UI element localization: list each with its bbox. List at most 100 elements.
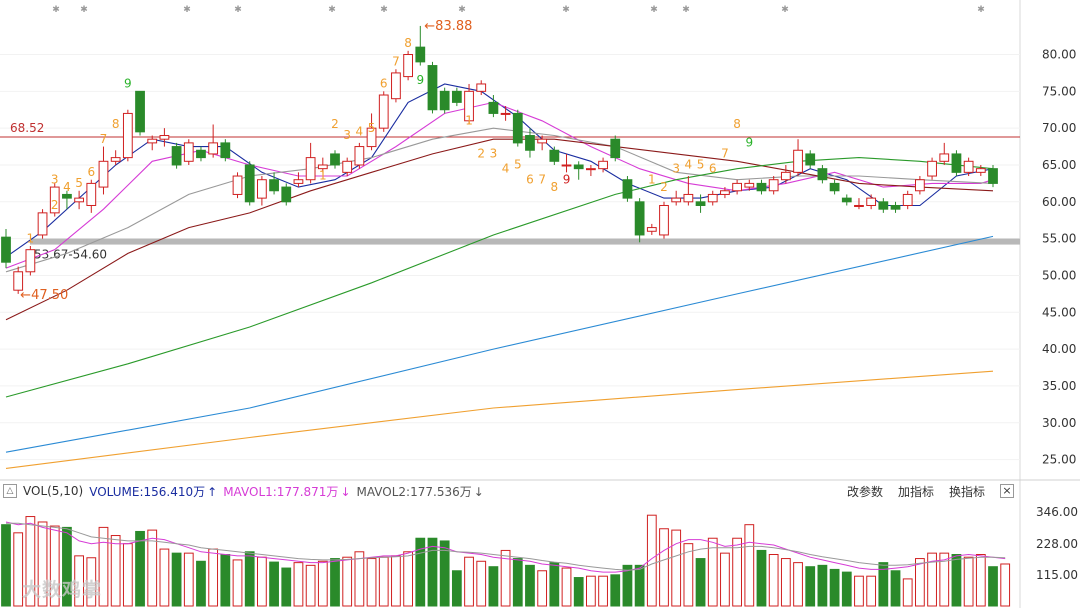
volume-bar bbox=[281, 567, 292, 607]
candle-body bbox=[890, 204, 901, 210]
volume-bar bbox=[537, 570, 548, 607]
sequence-count-label: 7 bbox=[100, 132, 108, 146]
volume-bar bbox=[293, 562, 304, 607]
volume-bar bbox=[305, 564, 316, 607]
volume-bar bbox=[1000, 563, 1011, 607]
volume-bar bbox=[13, 532, 24, 607]
sequence-count-label: 6 bbox=[380, 77, 388, 91]
volume-bar bbox=[500, 549, 511, 607]
candle-body bbox=[780, 171, 791, 181]
sequence-count-label: 7 bbox=[392, 55, 400, 69]
y-tick-label: 65.00 bbox=[1042, 158, 1076, 172]
switch-indicator-button[interactable]: 换指标 bbox=[948, 484, 985, 499]
volume-bar bbox=[963, 556, 974, 607]
candle-body bbox=[403, 54, 413, 78]
volume-bar bbox=[525, 564, 535, 607]
moving-average-line bbox=[5, 235, 994, 453]
candle-body bbox=[25, 249, 36, 273]
volume-bar bbox=[707, 537, 718, 607]
candle-body bbox=[963, 160, 974, 173]
sequence-count-label: 7 bbox=[538, 172, 546, 186]
candle-body bbox=[659, 204, 669, 236]
candle-body bbox=[805, 153, 816, 166]
volume-bar bbox=[159, 548, 170, 607]
volume-tick-label: 115.00 bbox=[1036, 568, 1078, 582]
volume-bar bbox=[232, 559, 243, 607]
candle-body bbox=[13, 271, 24, 291]
mavol2-line bbox=[6, 522, 1006, 571]
volume-bar bbox=[622, 564, 633, 607]
sequence-count-label: 9 bbox=[416, 73, 424, 87]
sequence-count-label: 6 bbox=[709, 161, 717, 175]
volume-bar bbox=[147, 529, 158, 607]
volume-bar bbox=[659, 528, 669, 607]
add-indicator-button[interactable]: 加指标 bbox=[897, 484, 934, 499]
volume-bar bbox=[196, 560, 206, 607]
sequence-count-label: 5 bbox=[514, 158, 522, 172]
sequence-count-label: 5 bbox=[75, 176, 83, 190]
candle-body bbox=[476, 83, 487, 92]
marker-glyph: ✱ bbox=[562, 5, 570, 15]
sequence-count-label: 1 bbox=[465, 113, 473, 127]
volume-bar bbox=[683, 543, 694, 607]
volume-bar bbox=[756, 549, 767, 607]
candle-body bbox=[500, 112, 511, 115]
candle-body bbox=[98, 160, 109, 188]
candle-body bbox=[122, 112, 133, 159]
volume-bar bbox=[366, 558, 377, 607]
candle-body bbox=[512, 112, 523, 144]
sequence-count-label: 4 bbox=[685, 158, 693, 172]
collapse-toggle-icon[interactable]: △ bbox=[3, 484, 17, 498]
volume-indicator-header: △ VOL(5,10) VOLUME:156.410万 ↑ MAVOL1:177.… bbox=[0, 481, 1020, 501]
candle-body bbox=[878, 201, 889, 210]
volume-bar bbox=[342, 556, 353, 607]
volume-bar bbox=[780, 558, 791, 607]
change-params-button[interactable]: 改参数 bbox=[846, 484, 883, 499]
y-tick-label: 25.00 bbox=[1042, 453, 1076, 467]
volume-bar bbox=[488, 566, 499, 607]
candle-body bbox=[171, 146, 182, 166]
candle-body bbox=[257, 179, 267, 199]
volume-bar bbox=[415, 537, 426, 607]
candle-body bbox=[732, 182, 742, 192]
volume-bar bbox=[439, 540, 450, 607]
y-tick-label: 30.00 bbox=[1042, 416, 1076, 430]
candle-body bbox=[756, 182, 767, 192]
volume-bar bbox=[25, 516, 36, 607]
y-tick-label: 40.00 bbox=[1042, 342, 1076, 356]
volume-bar bbox=[86, 557, 97, 607]
sequence-count-label: 5 bbox=[697, 158, 705, 172]
volume-bar bbox=[110, 535, 121, 607]
marker-glyph: ✱ bbox=[328, 5, 336, 15]
sequence-count-label: 7 bbox=[721, 147, 729, 161]
candle-body bbox=[854, 204, 864, 207]
volume-bar bbox=[927, 552, 937, 607]
candle-body bbox=[817, 168, 828, 181]
candle-body bbox=[586, 168, 596, 171]
watermark-logo: 大数鸡掌 bbox=[22, 579, 103, 601]
candle-body bbox=[720, 190, 730, 195]
volume-bar bbox=[37, 521, 48, 607]
volume-bar bbox=[391, 555, 401, 607]
candle-body bbox=[317, 164, 328, 170]
volume-bar bbox=[317, 560, 328, 607]
resistance-label: 68.52 bbox=[10, 121, 44, 135]
candle-body bbox=[366, 127, 377, 148]
candle-body bbox=[232, 175, 243, 195]
volume-bar bbox=[220, 554, 231, 607]
volume-bar bbox=[878, 562, 889, 607]
high-price-annotation: ←83.88 bbox=[424, 19, 472, 34]
candle-body bbox=[135, 90, 145, 133]
moving-average-line bbox=[5, 370, 994, 469]
y-tick-label: 80.00 bbox=[1042, 48, 1076, 62]
volume-bar bbox=[208, 548, 219, 607]
candle-body bbox=[975, 168, 986, 173]
candle-body bbox=[915, 179, 925, 192]
mavol2-value: MAVOL2:177.536万 ↓ bbox=[357, 483, 484, 500]
volume-bar bbox=[49, 525, 60, 607]
marker-glyph: ✱ bbox=[234, 5, 242, 15]
close-icon[interactable]: × bbox=[1000, 484, 1014, 498]
candle-body bbox=[488, 101, 499, 114]
candle-body bbox=[281, 186, 292, 203]
